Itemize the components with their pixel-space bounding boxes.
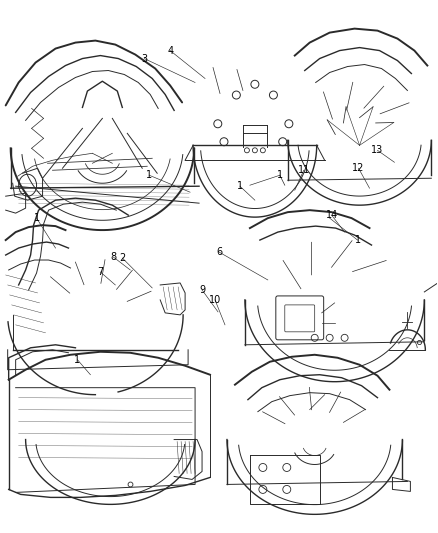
Text: 14: 14 bbox=[325, 210, 338, 220]
Text: 1: 1 bbox=[277, 170, 283, 180]
Text: 1: 1 bbox=[146, 170, 152, 180]
Text: 11: 11 bbox=[297, 165, 310, 175]
Text: 13: 13 bbox=[371, 146, 384, 155]
Text: 1: 1 bbox=[34, 213, 40, 223]
Text: 1: 1 bbox=[74, 355, 81, 365]
Text: 7: 7 bbox=[97, 267, 103, 277]
Text: 3: 3 bbox=[141, 53, 147, 63]
Text: 10: 10 bbox=[209, 295, 221, 305]
Text: 8: 8 bbox=[110, 252, 117, 262]
Text: 1: 1 bbox=[237, 181, 243, 191]
Text: 9: 9 bbox=[199, 285, 205, 295]
Text: 6: 6 bbox=[216, 247, 222, 257]
Text: 4: 4 bbox=[167, 45, 173, 55]
Text: 2: 2 bbox=[119, 253, 125, 263]
Text: 1: 1 bbox=[354, 235, 360, 245]
Text: 12: 12 bbox=[352, 163, 365, 173]
